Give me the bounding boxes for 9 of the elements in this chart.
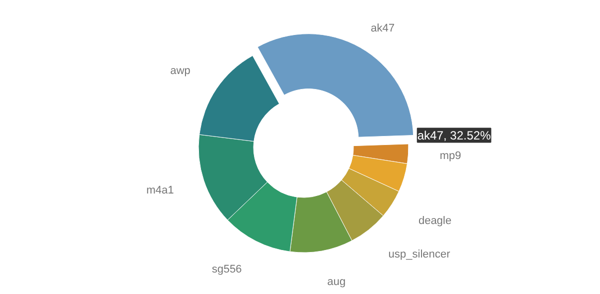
slice-label: awp — [170, 65, 190, 78]
slice-label: ak47 — [370, 22, 395, 35]
text: ak47, 32.52% — [417, 128, 491, 142]
slice-label: sg556 — [212, 263, 242, 276]
slice-label: deagle — [418, 215, 452, 228]
slice-label: mp9 — [440, 150, 462, 162]
slice-label: aug — [327, 276, 346, 288]
slice-label: usp_silencer — [388, 248, 451, 260]
slice-label: m4a1 — [146, 184, 174, 196]
